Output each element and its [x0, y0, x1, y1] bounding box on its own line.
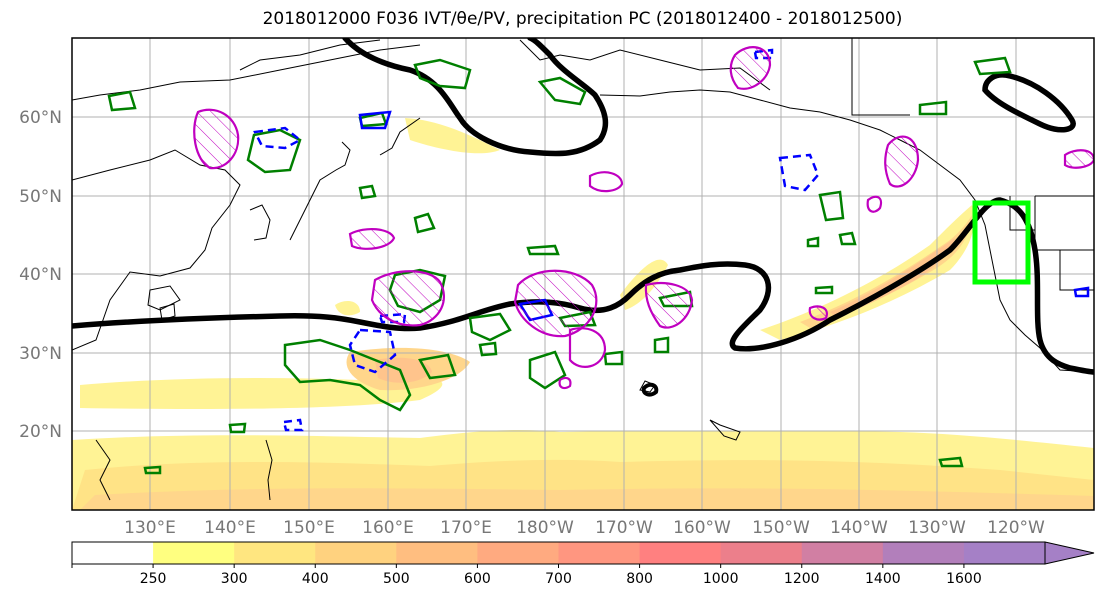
colorbar-segment [153, 542, 235, 564]
colorbar-tick-label: 400 [302, 571, 329, 587]
latitude-labels: 60°N 50°N 40°N 30°N 20°N [19, 108, 62, 442]
pv-contours [107, 56, 1012, 475]
colorbar-tick-label: 300 [221, 571, 248, 587]
lat-label-40n: 40°N [19, 265, 62, 285]
colorbar-segment [234, 542, 316, 564]
colorbar-segment [963, 542, 1046, 564]
colorbar-tick-label: 800 [626, 571, 653, 587]
colorbar-tick-label: 600 [464, 571, 491, 587]
lon-label-150e: 150°E [283, 518, 335, 538]
precipitation-contours [193, 46, 1094, 390]
lon-label-130w: 130°W [908, 518, 966, 538]
lon-label-130e: 130°E [124, 518, 176, 538]
colorbar-tick-label: 250 [140, 571, 167, 587]
colorbar-tick-label: 1000 [703, 571, 739, 587]
colorbar-segment [72, 542, 154, 564]
lon-label-150w: 150°W [752, 518, 810, 538]
colorbar-segment [558, 542, 641, 564]
map-frame [71, 37, 1095, 511]
colorbar-segment [477, 542, 559, 564]
colorbar-tick-label: 500 [383, 571, 410, 587]
colorbar-tick-label: 1200 [784, 571, 820, 587]
lon-label-180w: 180°W [516, 518, 574, 538]
lat-label-20n: 20°N [19, 422, 62, 442]
lon-label-160e: 160°E [362, 518, 414, 538]
lat-label-60n: 60°N [19, 108, 62, 128]
colorbar-segment [801, 542, 884, 564]
lon-label-140w: 140°W [830, 518, 888, 538]
longitude-labels: 130°E 140°E 150°E 160°E 170°E 180°W 170°… [124, 518, 1045, 538]
lat-label-30n: 30°N [19, 344, 62, 364]
lon-label-140e: 140°E [204, 518, 256, 538]
theta-e-contours [72, 38, 1094, 397]
map-title: 2018012000 F036 IVT/θe/PV, precipitation… [262, 9, 903, 29]
colorbar-segment [639, 542, 722, 564]
colorbar-tick-label: 1600 [946, 571, 982, 587]
lon-label-170w: 170°W [595, 518, 653, 538]
colorbar: 250 300 400 500 600 700 800 1000 1200 1400 1600 [71, 541, 1095, 587]
colorbar-segment [882, 542, 965, 564]
target-region-box [972, 200, 1031, 285]
colorbar-tick-label: 700 [545, 571, 572, 587]
colorbar-segment [720, 542, 803, 564]
lon-label-120w: 120°W [987, 518, 1045, 538]
colorbar-segment [315, 542, 397, 564]
colorbar-tick-label: 1400 [865, 571, 901, 587]
colorbar-extend-arrow [1044, 541, 1095, 565]
colorbar-segment [396, 542, 478, 564]
lon-label-170e: 170°E [440, 518, 492, 538]
lon-label-160w: 160°W [673, 518, 731, 538]
lat-label-50n: 50°N [19, 187, 62, 207]
